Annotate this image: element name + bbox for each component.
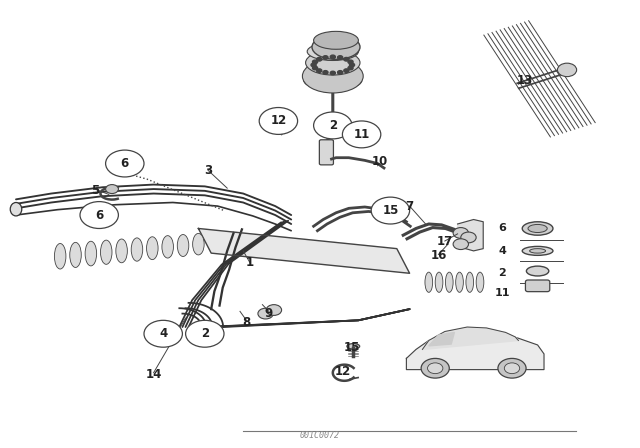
Text: 16: 16 [430,249,447,262]
Circle shape [106,150,144,177]
Circle shape [106,185,118,194]
Ellipse shape [522,222,553,235]
Circle shape [453,239,468,250]
Text: 9: 9 [265,307,273,320]
Circle shape [348,66,353,70]
Text: 17: 17 [436,235,453,249]
Circle shape [317,57,322,61]
Circle shape [258,308,273,319]
Ellipse shape [425,272,433,293]
Text: 6: 6 [499,224,506,233]
Circle shape [421,358,449,378]
Circle shape [337,71,342,74]
Ellipse shape [522,246,553,255]
Circle shape [314,112,352,139]
Ellipse shape [312,35,360,59]
Ellipse shape [528,224,547,233]
Circle shape [312,60,317,64]
Ellipse shape [10,202,22,216]
FancyBboxPatch shape [525,280,550,292]
Ellipse shape [177,235,189,256]
Circle shape [186,320,224,347]
Ellipse shape [314,31,358,49]
Ellipse shape [347,344,360,349]
Text: 3: 3 [204,164,212,177]
Text: 15: 15 [344,340,360,354]
Text: 15: 15 [382,204,399,217]
Circle shape [342,121,381,148]
Ellipse shape [193,233,204,255]
Ellipse shape [70,242,81,267]
Ellipse shape [131,238,143,261]
Ellipse shape [456,272,463,293]
Circle shape [348,60,353,64]
Circle shape [330,55,335,59]
Text: 2: 2 [329,119,337,132]
Circle shape [266,305,282,315]
Text: 13: 13 [516,74,533,87]
Ellipse shape [530,249,545,253]
Ellipse shape [162,236,173,258]
Ellipse shape [435,272,443,293]
Ellipse shape [100,240,112,264]
FancyBboxPatch shape [319,140,333,165]
Circle shape [323,56,328,59]
Circle shape [259,108,298,134]
Ellipse shape [303,59,364,93]
Polygon shape [406,331,544,370]
Polygon shape [429,332,454,346]
Text: 4: 4 [499,246,506,256]
Ellipse shape [307,43,358,60]
Circle shape [557,63,577,77]
Text: 1: 1 [246,255,253,269]
Circle shape [323,71,328,74]
Ellipse shape [147,237,158,260]
Text: 7: 7 [406,199,413,213]
Polygon shape [422,327,518,349]
Text: 4: 4 [159,327,167,340]
Ellipse shape [54,244,66,269]
Circle shape [349,63,355,67]
Circle shape [453,228,468,238]
Circle shape [337,56,342,59]
Text: 14: 14 [145,367,162,381]
Polygon shape [198,228,410,273]
Circle shape [144,320,182,347]
Ellipse shape [476,272,484,293]
Circle shape [311,63,316,67]
Ellipse shape [466,272,474,293]
Polygon shape [458,220,483,251]
Ellipse shape [526,266,549,276]
Text: 11: 11 [353,128,370,141]
Ellipse shape [445,272,453,293]
Circle shape [312,66,317,70]
Text: 001C0072: 001C0072 [300,431,340,440]
Text: 10: 10 [371,155,388,168]
Circle shape [80,202,118,228]
Circle shape [344,69,349,73]
Circle shape [428,363,443,374]
Circle shape [498,358,526,378]
Text: 5: 5 [91,184,99,197]
Text: 12: 12 [270,114,287,128]
Text: 8: 8 [243,316,250,329]
Text: 2: 2 [499,268,506,278]
Ellipse shape [85,241,97,266]
Circle shape [461,232,476,243]
Circle shape [371,197,410,224]
Text: 6: 6 [95,208,103,222]
Ellipse shape [306,51,360,75]
Circle shape [317,69,322,73]
Ellipse shape [304,72,362,90]
Text: 6: 6 [121,157,129,170]
Circle shape [344,57,349,61]
Circle shape [504,363,520,374]
Text: 12: 12 [334,365,351,379]
Text: 11: 11 [495,289,510,298]
Text: 2: 2 [201,327,209,340]
Ellipse shape [116,239,127,263]
Circle shape [330,71,335,75]
